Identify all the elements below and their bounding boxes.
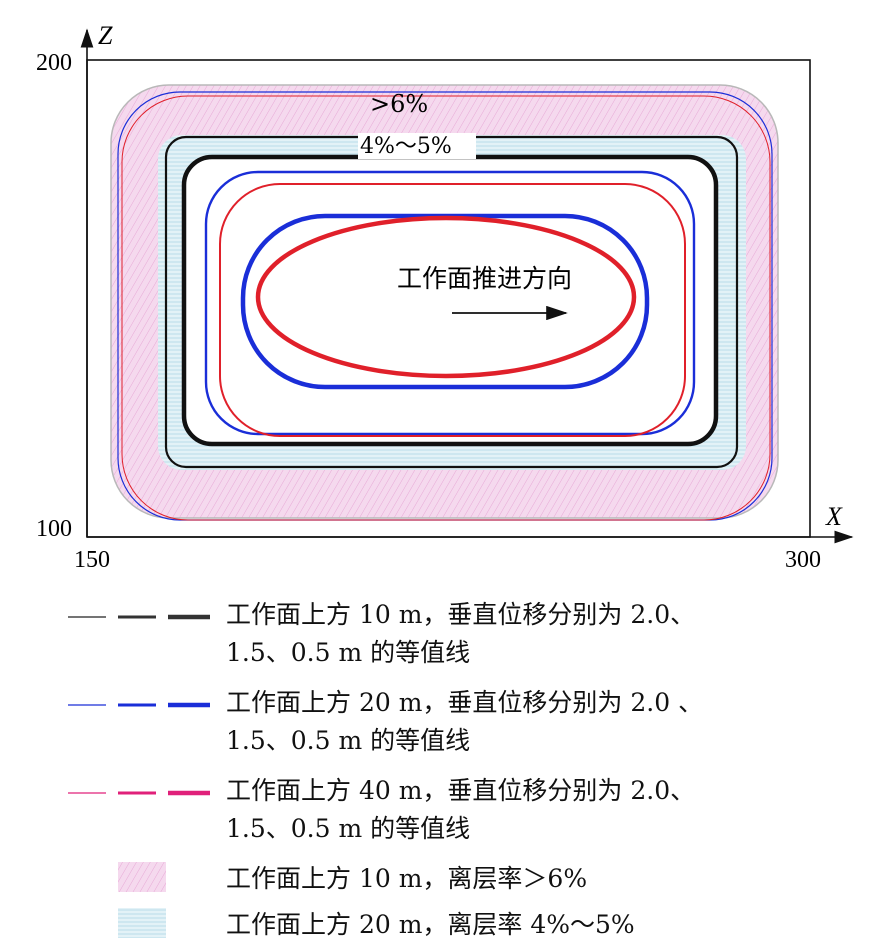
legend-item-20m-contours: 工作面上方 20 m，垂直位移分别为 2.0 、 1.5、0.5 m 的等值线 <box>60 684 860 772</box>
contour-figure: Z X 200 100 150 300 >6% 4%～5% 工作面推进方向 <box>36 21 854 573</box>
region-gt6-label: >6% <box>370 90 428 118</box>
legend-swatch-black-lines <box>68 614 210 620</box>
z-axis-label: Z <box>98 21 113 50</box>
legend-swatch-blue-lines <box>68 702 210 708</box>
direction-label: 工作面推进方向 <box>397 264 572 293</box>
legend: 工作面上方 10 m，垂直位移分别为 2.0、 1.5、0.5 m 的等值线 工作… <box>60 596 860 952</box>
legend-text: 工作面上方 20 m，离层率 4%～5% <box>226 910 635 939</box>
region-4-5-label: 4%～5% <box>360 134 452 159</box>
legend-text: 1.5、0.5 m 的等值线 <box>226 638 471 667</box>
contour-10m-thick <box>181 154 719 447</box>
legend-text: 工作面上方 20 m，垂直位移分别为 2.0 、 <box>226 688 704 717</box>
contour-40m-medium <box>219 183 686 437</box>
legend-item-10m-separation: 工作面上方 10 m，离层率＞6% <box>60 860 860 906</box>
legend-text: 1.5、0.5 m 的等值线 <box>226 814 471 843</box>
legend-text: 工作面上方 10 m，离层率＞6% <box>226 864 588 893</box>
legend-item-40m-contours: 工作面上方 40 m，垂直位移分别为 2.0、 1.5、0.5 m 的等值线 <box>60 772 860 860</box>
legend-item-10m-contours: 工作面上方 10 m，垂直位移分别为 2.0、 1.5、0.5 m 的等值线 <box>60 596 860 684</box>
x-max-tick: 300 <box>785 547 821 573</box>
plot-frame <box>86 59 811 538</box>
region-4-5-label-bg <box>358 133 476 159</box>
z-max-tick: 200 <box>36 50 72 76</box>
legend-text: 工作面上方 10 m，垂直位移分别为 2.0、 <box>226 600 696 629</box>
x-axis-label: X <box>825 502 843 531</box>
contour-40m-thin <box>121 95 771 521</box>
legend-text: 1.5、0.5 m 的等值线 <box>226 726 471 755</box>
legend-swatch-pink-fill <box>118 862 166 892</box>
legend-swatch-cyan-fill <box>118 908 166 938</box>
legend-swatch-red-lines <box>68 790 210 796</box>
contour-20m-medium <box>204 170 696 436</box>
contour-40m-thick <box>255 215 637 379</box>
z-min-tick: 100 <box>36 516 72 542</box>
legend-text: 工作面上方 40 m，垂直位移分别为 2.0、 <box>226 776 696 805</box>
legend-item-20m-separation: 工作面上方 20 m，离层率 4%～5% <box>60 906 860 952</box>
x-min-tick: 150 <box>74 547 110 573</box>
